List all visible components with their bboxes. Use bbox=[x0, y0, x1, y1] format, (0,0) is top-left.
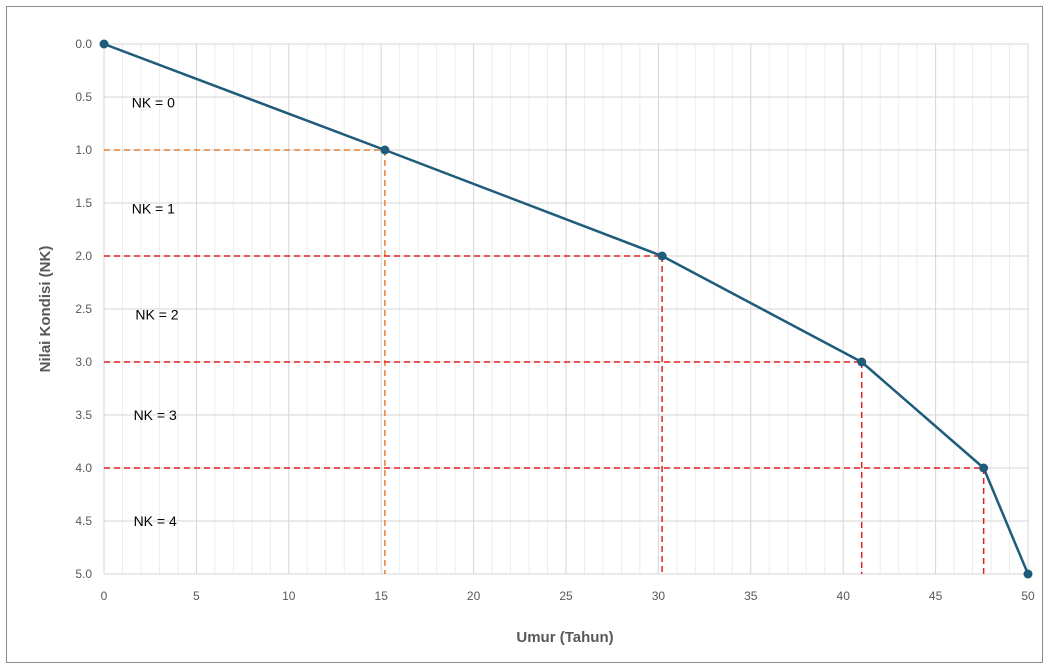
y-tick-label: 2.5 bbox=[75, 302, 92, 316]
tick-labels: 0 5 10 15 20 25 30 35 40 45 50 0.0 0.5 1.0 1.5 2.0 2.5 3.… bbox=[75, 37, 1035, 603]
x-tick-label: 15 bbox=[375, 589, 389, 603]
y-tick-label: 1.0 bbox=[75, 143, 92, 157]
y-tick-label: 0.0 bbox=[75, 37, 92, 51]
y-tick-label: 3.0 bbox=[75, 355, 92, 369]
x-tick-label: 45 bbox=[929, 589, 943, 603]
series-line bbox=[103, 42, 1030, 575]
data-point bbox=[979, 463, 989, 473]
y-tick-label: 2.0 bbox=[75, 249, 92, 263]
data-point bbox=[857, 357, 867, 367]
x-tick-label: 25 bbox=[559, 589, 573, 603]
annotations: NK = 0 NK = 1 NK = 2 NK = 3 NK = 4 bbox=[132, 94, 179, 529]
data-point bbox=[1023, 569, 1033, 579]
x-axis-title: Umur (Tahun) bbox=[516, 629, 613, 646]
x-tick-label: 40 bbox=[837, 589, 851, 603]
data-point bbox=[99, 39, 109, 49]
x-tick-label: 10 bbox=[282, 589, 296, 603]
y-tick-label: 0.5 bbox=[75, 90, 92, 104]
annotation-label: NK = 0 bbox=[132, 94, 175, 110]
x-tick-label: 0 bbox=[101, 589, 108, 603]
annotation-label: NK = 4 bbox=[134, 513, 177, 529]
series-group bbox=[99, 39, 1033, 579]
x-tick-label: 35 bbox=[744, 589, 758, 603]
chart-frame bbox=[6, 6, 1043, 663]
major-grid bbox=[103, 43, 1029, 575]
y-axis-title: Nilai Kondisi (NK) bbox=[37, 246, 54, 373]
x-tick-label: 30 bbox=[652, 589, 666, 603]
x-tick-label: 5 bbox=[193, 589, 200, 603]
data-point bbox=[380, 145, 390, 155]
y-tick-label: 4.5 bbox=[75, 514, 92, 528]
annotation-label: NK = 1 bbox=[132, 200, 175, 216]
data-point bbox=[657, 251, 667, 261]
y-tick-label: 4.0 bbox=[75, 461, 92, 475]
annotation-label: NK = 3 bbox=[134, 407, 177, 423]
y-tick-label: 1.5 bbox=[75, 196, 92, 210]
x-tick-label: 20 bbox=[467, 589, 481, 603]
y-tick-label: 5.0 bbox=[75, 567, 92, 581]
annotation-label: NK = 2 bbox=[135, 306, 178, 322]
reference-lines bbox=[104, 149, 985, 574]
y-tick-label: 3.5 bbox=[75, 408, 92, 422]
x-tick-label: 50 bbox=[1021, 589, 1035, 603]
